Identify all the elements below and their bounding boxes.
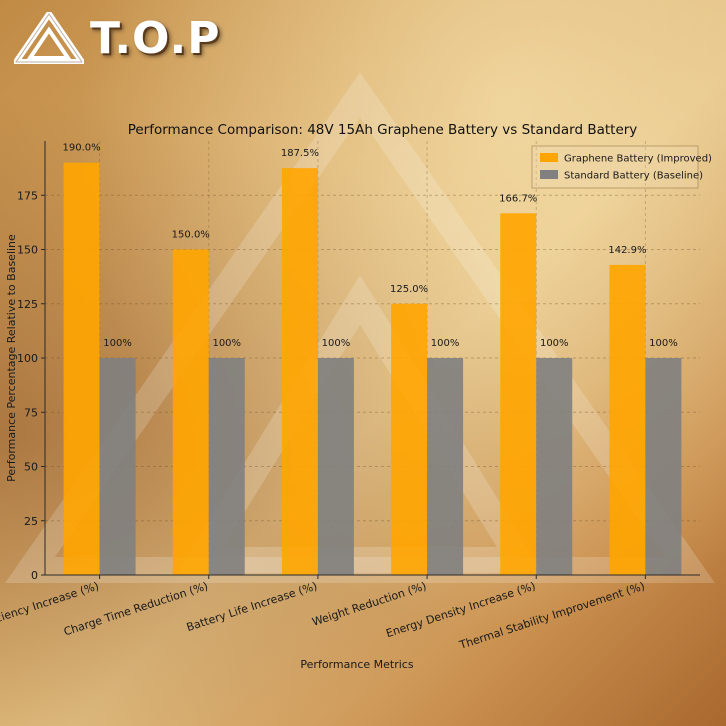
- axes: [41, 141, 700, 579]
- y-tick-label: 50: [24, 461, 38, 474]
- legend-swatch: [540, 153, 558, 162]
- legend-label: Standard Battery (Baseline): [564, 171, 703, 182]
- bar-standard: [208, 358, 245, 575]
- brand-logo: T.O.P: [14, 8, 220, 68]
- bar-graphene: [281, 168, 318, 575]
- bars: [63, 162, 682, 576]
- bar-graphene: [63, 162, 100, 575]
- bar-value-label: 100%: [540, 338, 569, 349]
- bar-value-label: 100%: [322, 338, 351, 349]
- bar-value-label: 142.9%: [608, 245, 646, 256]
- bar-standard: [536, 358, 573, 575]
- y-axis-title: Performance Percentage Relative to Basel…: [5, 234, 18, 482]
- y-tick-label: 150: [17, 244, 38, 257]
- bar-value-label: 125.0%: [390, 284, 428, 295]
- bar-graphene: [500, 213, 537, 576]
- bar-graphene: [391, 303, 428, 575]
- legend-swatch: [540, 170, 558, 179]
- grid-lines: [45, 141, 700, 576]
- bar-graphene: [609, 264, 646, 575]
- y-tick-label: 75: [24, 406, 38, 419]
- bar-standard: [427, 358, 464, 575]
- y-tick-label: 25: [24, 515, 38, 528]
- y-tick-label: 175: [17, 189, 38, 202]
- bar-standard: [99, 358, 136, 575]
- bar-value-label: 150.0%: [172, 230, 210, 241]
- logo-text: T.O.P: [90, 12, 221, 64]
- bar-value-label: 100%: [431, 338, 460, 349]
- bar-value-label: 190.0%: [63, 143, 101, 154]
- bar-value-label: 187.5%: [281, 148, 319, 159]
- bar-standard: [317, 358, 354, 575]
- bar-value-label: 100%: [212, 338, 241, 349]
- bar-standard: [645, 358, 682, 575]
- bar-value-label: 166.7%: [499, 193, 537, 204]
- triangle-logo-icon: [14, 12, 84, 64]
- bar-graphene: [172, 249, 209, 575]
- x-tick-label: Thermal Stability Improvement (%): [457, 579, 646, 652]
- x-axis-title: Performance Metrics: [300, 658, 413, 671]
- y-tick-label: 0: [31, 569, 38, 582]
- chart-title: Performance Comparison: 48V 15Ah Graphen…: [128, 122, 638, 138]
- legend-box: [531, 145, 699, 189]
- bar-value-label: 100%: [649, 338, 678, 349]
- legend: Graphene Battery (Improved) Standard Batt…: [531, 145, 712, 189]
- legend-label: Graphene Battery (Improved): [564, 154, 712, 165]
- y-tick-label: 125: [17, 298, 38, 311]
- bar-value-label: 100%: [103, 338, 132, 349]
- y-tick-label: 100: [17, 352, 38, 365]
